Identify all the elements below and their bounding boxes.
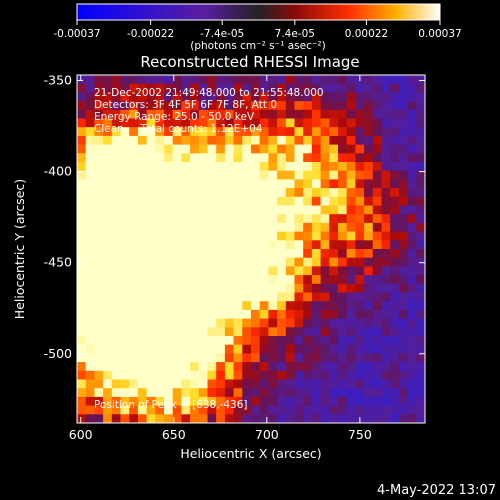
annotation-block: 21-Dec-2002 21:49:48.000 to 21:55:48.000… [94, 87, 324, 135]
axis-ticks: 600 650 700 750 -350 -400 -450 -500 [44, 72, 425, 442]
colorbar: -0.00037 -0.00022 -7.4e-05 7.4e-05 0.00022 0.… [53, 3, 462, 52]
annotation-detectors: Detectors: 3F 4F 5F 6F 7F 8F, Att 0 [94, 99, 277, 111]
annotation-clean-total-counts: Clean Total counts: 1.12E+04 [94, 123, 263, 135]
colorbar-ticks: -0.00037 -0.00022 -7.4e-05 7.4e-05 0.00022 0.… [53, 20, 462, 40]
x-axis-tick-label: 700 [255, 427, 279, 442]
plot-frame [76, 74, 426, 424]
y-axis-label: Heliocentric Y (arcsec) [12, 179, 27, 319]
plot-title: Reconstructed RHESSI Image [140, 53, 359, 71]
heatmap [77, 75, 425, 423]
colorbar-gradient [76, 3, 441, 21]
y-axis-tick-label: -450 [44, 255, 72, 270]
footer-timestamp: 4-May-2022 13:07 [377, 483, 496, 498]
colorbar-tick-label: 0.00037 [418, 28, 461, 40]
colorbar-tick-label: 7.4e-05 [275, 28, 315, 40]
x-axis-label: Heliocentric X (arcsec) [180, 446, 321, 461]
y-axis-tick-label: -350 [44, 72, 72, 87]
colorbar-units-label: (photons cm⁻² s⁻¹ asec⁻²) [190, 40, 325, 52]
x-axis-tick-label: 650 [162, 427, 186, 442]
x-axis-tick-label: 600 [69, 427, 93, 442]
y-axis-tick-label: -500 [44, 346, 72, 361]
annotation-energy-range: Energy Range: 25.0 - 50.0 keV [94, 111, 255, 123]
annotation-time-range: 21-Dec-2002 21:49:48.000 to 21:55:48.000 [94, 87, 324, 99]
peak-position-label: Position of Peak = [638,-436] [94, 399, 248, 411]
colorbar-tick-label: 0.00022 [345, 28, 388, 40]
colorbar-tick-label: -7.4e-05 [200, 28, 244, 40]
colorbar-tick-label: -0.00037 [53, 28, 100, 40]
colorbar-tick-label: -0.00022 [127, 28, 174, 40]
y-axis-tick-label: -400 [44, 164, 72, 179]
x-axis-tick-label: 750 [348, 427, 372, 442]
